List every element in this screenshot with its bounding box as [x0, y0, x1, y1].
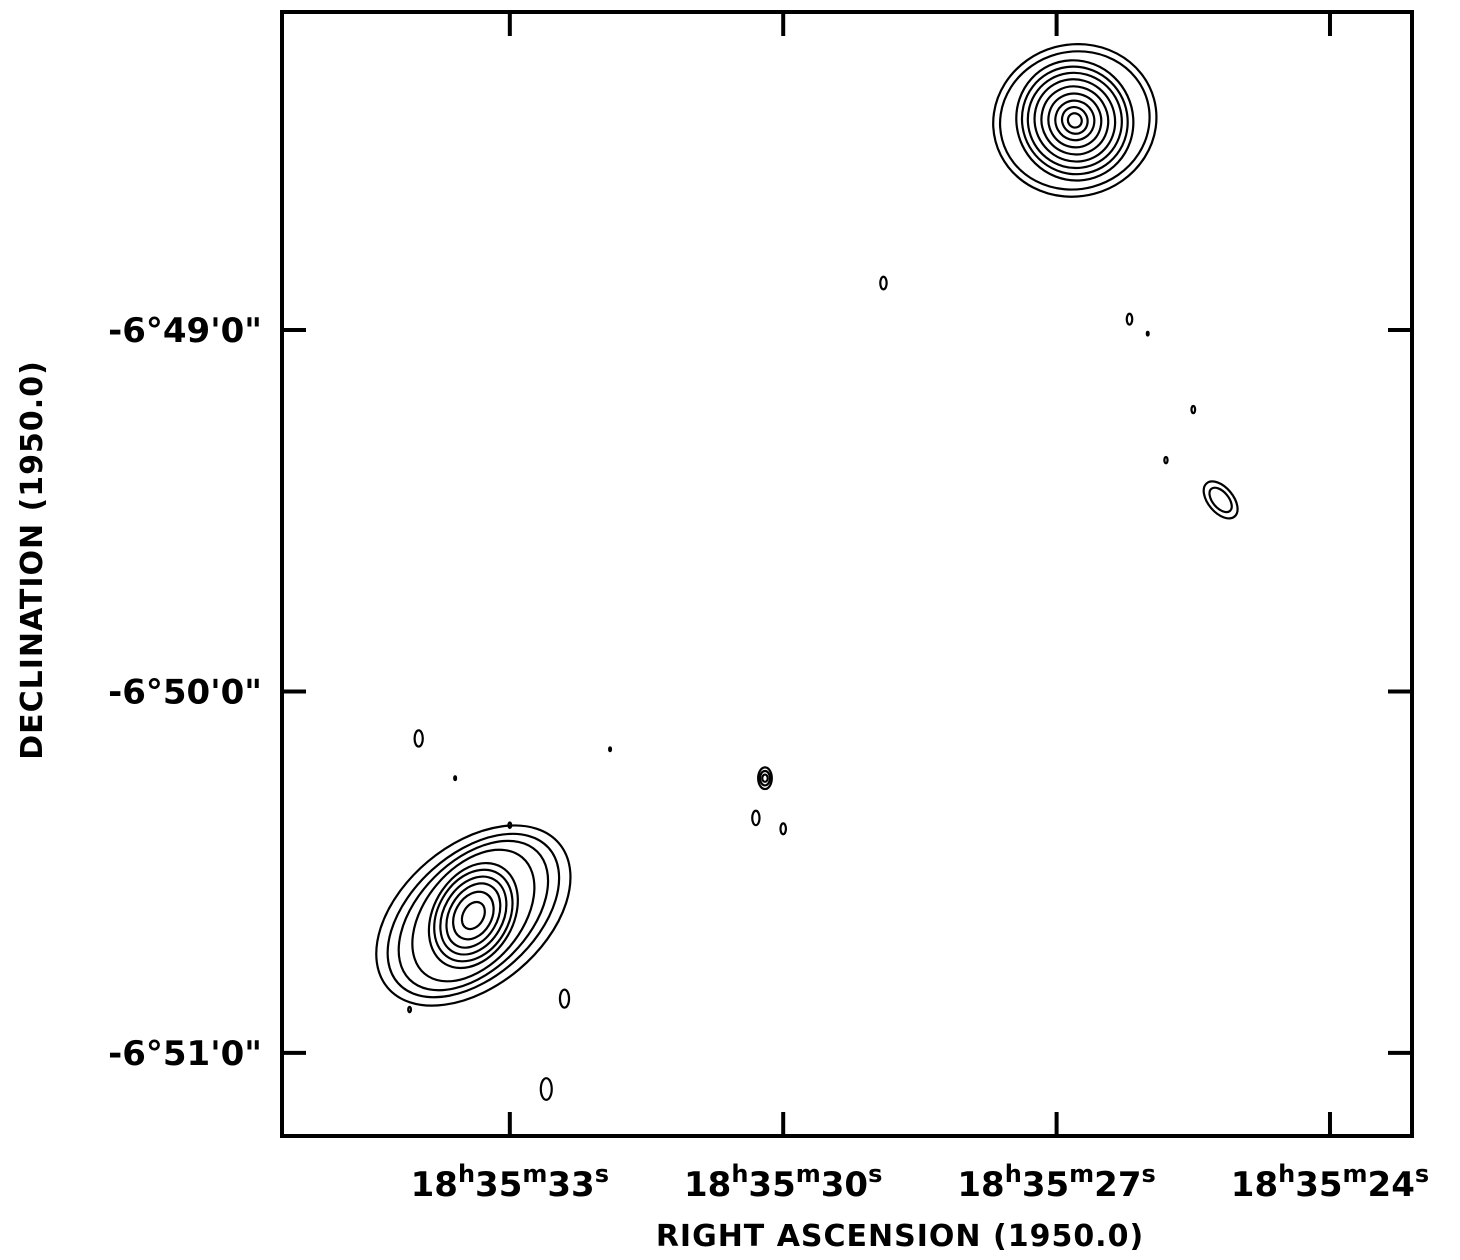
- y-tick-labels: -6°49'0" -6°50'0" -6°51'0": [108, 311, 262, 1074]
- x-tick-label-2: 18h35m27s: [957, 1160, 1155, 1205]
- x-axis-title: RIGHT ASCENSION (1950.0): [656, 1219, 1144, 1254]
- contour-feature-12: [558, 988, 571, 1009]
- contour-feature-3: [1163, 455, 1169, 465]
- x-tick-labels: 18h35m33s 18h35m30s 18h35m27s 18h35m24s: [411, 1160, 1430, 1205]
- contour-feature-8: [751, 809, 761, 827]
- contour-feature-2: [1190, 404, 1197, 415]
- contour-level-2-0: [761, 773, 769, 783]
- y-tick-label-2: -6°51'0": [108, 1034, 262, 1074]
- contour-level-0-9: [998, 50, 1151, 191]
- contour-level-0-10: [992, 43, 1158, 198]
- contour-feature-7: [608, 746, 613, 753]
- x-tick-label-0: 18h35m33s: [411, 1160, 609, 1205]
- contour-level-0-8: [1015, 59, 1135, 182]
- contour-level-0-1: [1060, 106, 1089, 135]
- y-axis-title: DECLINATION (1950.0): [15, 360, 50, 760]
- contour-level-1-4: [433, 868, 514, 963]
- contour-level-0-4: [1040, 85, 1110, 156]
- contour-feature-10: [453, 775, 458, 782]
- contour-feature-1: [1125, 312, 1134, 326]
- contour-level-0-7: [1020, 65, 1129, 176]
- y-tick-label-0: -6°49'0": [108, 311, 262, 351]
- contour-level-0-0: [1066, 112, 1083, 129]
- contour-level-0-5: [1033, 78, 1117, 163]
- contour-level-1-7: [397, 839, 550, 992]
- contour-level-3-1: [1202, 480, 1239, 520]
- contour-level-1-1: [452, 890, 495, 941]
- contour-layer: [375, 43, 1239, 1101]
- plot-frame: [280, 10, 1414, 1138]
- contour-level-1-0: [460, 900, 486, 931]
- contour-feature-11: [407, 1005, 413, 1014]
- contour-feature-6: [507, 821, 513, 829]
- contour-level-1-6: [411, 848, 536, 983]
- contour-feature-5: [413, 729, 424, 748]
- contour-level-1-2: [445, 882, 502, 949]
- contour-level-0-6: [1026, 71, 1123, 170]
- contour-level-0-3: [1047, 92, 1103, 149]
- contour-level-2-2: [757, 766, 773, 791]
- contour-feature-9: [779, 822, 788, 836]
- x-tick-label-1: 18h35m30s: [684, 1160, 882, 1205]
- contour-feature-0: [879, 275, 888, 291]
- contour-level-0-2: [1054, 99, 1096, 142]
- contour-level-1-3: [439, 875, 508, 956]
- contour-level-1-5: [427, 861, 519, 970]
- contour-level-1-9: [375, 824, 572, 1007]
- contour-level-2-1: [758, 769, 772, 787]
- x-tick-label-3: 18h35m24s: [1231, 1160, 1429, 1205]
- contour-feature-4: [1145, 330, 1150, 337]
- tick-layer: [282, 12, 1412, 1136]
- y-tick-label-1: -6°50'0": [108, 672, 262, 712]
- contour-level-1-8: [386, 832, 561, 999]
- contour-feature-13: [539, 1077, 553, 1101]
- contour-level-3-0: [1208, 486, 1233, 514]
